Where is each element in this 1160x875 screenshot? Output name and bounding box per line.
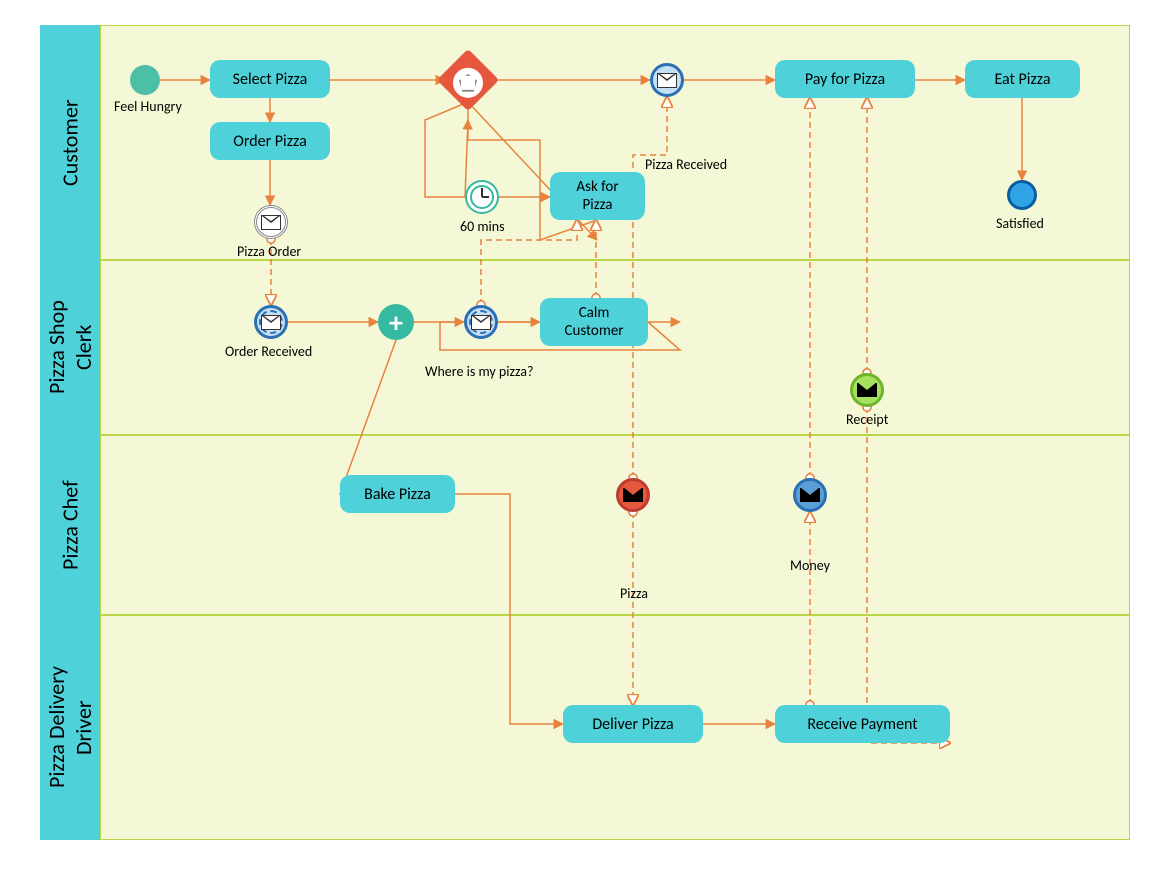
parallel-gateway: + <box>378 304 414 340</box>
event-order-received <box>254 305 288 339</box>
label-money: Money <box>790 557 830 574</box>
event-pizza-received <box>650 63 684 97</box>
task-eat-pizza: Eat Pizza <box>965 60 1080 98</box>
task-deliver-pizza: Deliver Pizza <box>563 705 703 743</box>
label-pizza: Pizza <box>620 585 648 602</box>
label-pizza-order: Pizza Order <box>237 243 301 260</box>
lane-driver-header: Pizza Delivery Driver <box>40 615 100 840</box>
start-event-feel-hungry <box>130 65 160 95</box>
bpmn-diagram: Customer Pizza Shop Clerk Pizza Chef Piz… <box>0 0 1160 875</box>
timer-60mins <box>465 180 499 214</box>
event-pizza <box>616 478 650 512</box>
event-pizza-order <box>254 205 288 239</box>
task-calm-customer: Calm Customer <box>540 298 648 346</box>
lane-clerk-header: Pizza Shop Clerk <box>40 260 100 435</box>
event-money <box>793 478 827 512</box>
end-event-satisfied <box>1007 180 1037 210</box>
label-feel-hungry: Feel Hungry <box>114 98 182 115</box>
label-order-received: Order Received <box>225 343 312 360</box>
lane-customer-header: Customer <box>40 25 100 260</box>
lane-chef-header: Pizza Chef <box>40 435 100 615</box>
task-select-pizza: Select Pizza <box>210 60 330 98</box>
label-pizza-received: Pizza Received <box>645 156 727 173</box>
label-60mins: 60 mins <box>460 218 505 235</box>
event-receipt <box>850 373 884 407</box>
task-bake-pizza: Bake Pizza <box>340 475 455 513</box>
lane-chef-body <box>100 435 1130 615</box>
label-receipt: Receipt <box>846 411 888 428</box>
task-order-pizza: Order Pizza <box>210 122 330 160</box>
event-where-pizza <box>464 305 498 339</box>
task-pay-for-pizza: Pay for Pizza <box>775 60 915 98</box>
task-receive-payment: Receive Payment <box>775 705 950 743</box>
label-satisfied: Satisfied <box>996 215 1044 232</box>
task-ask-for-pizza: Ask for Pizza <box>550 172 645 220</box>
label-where-pizza: Where is my pizza? <box>425 363 533 380</box>
